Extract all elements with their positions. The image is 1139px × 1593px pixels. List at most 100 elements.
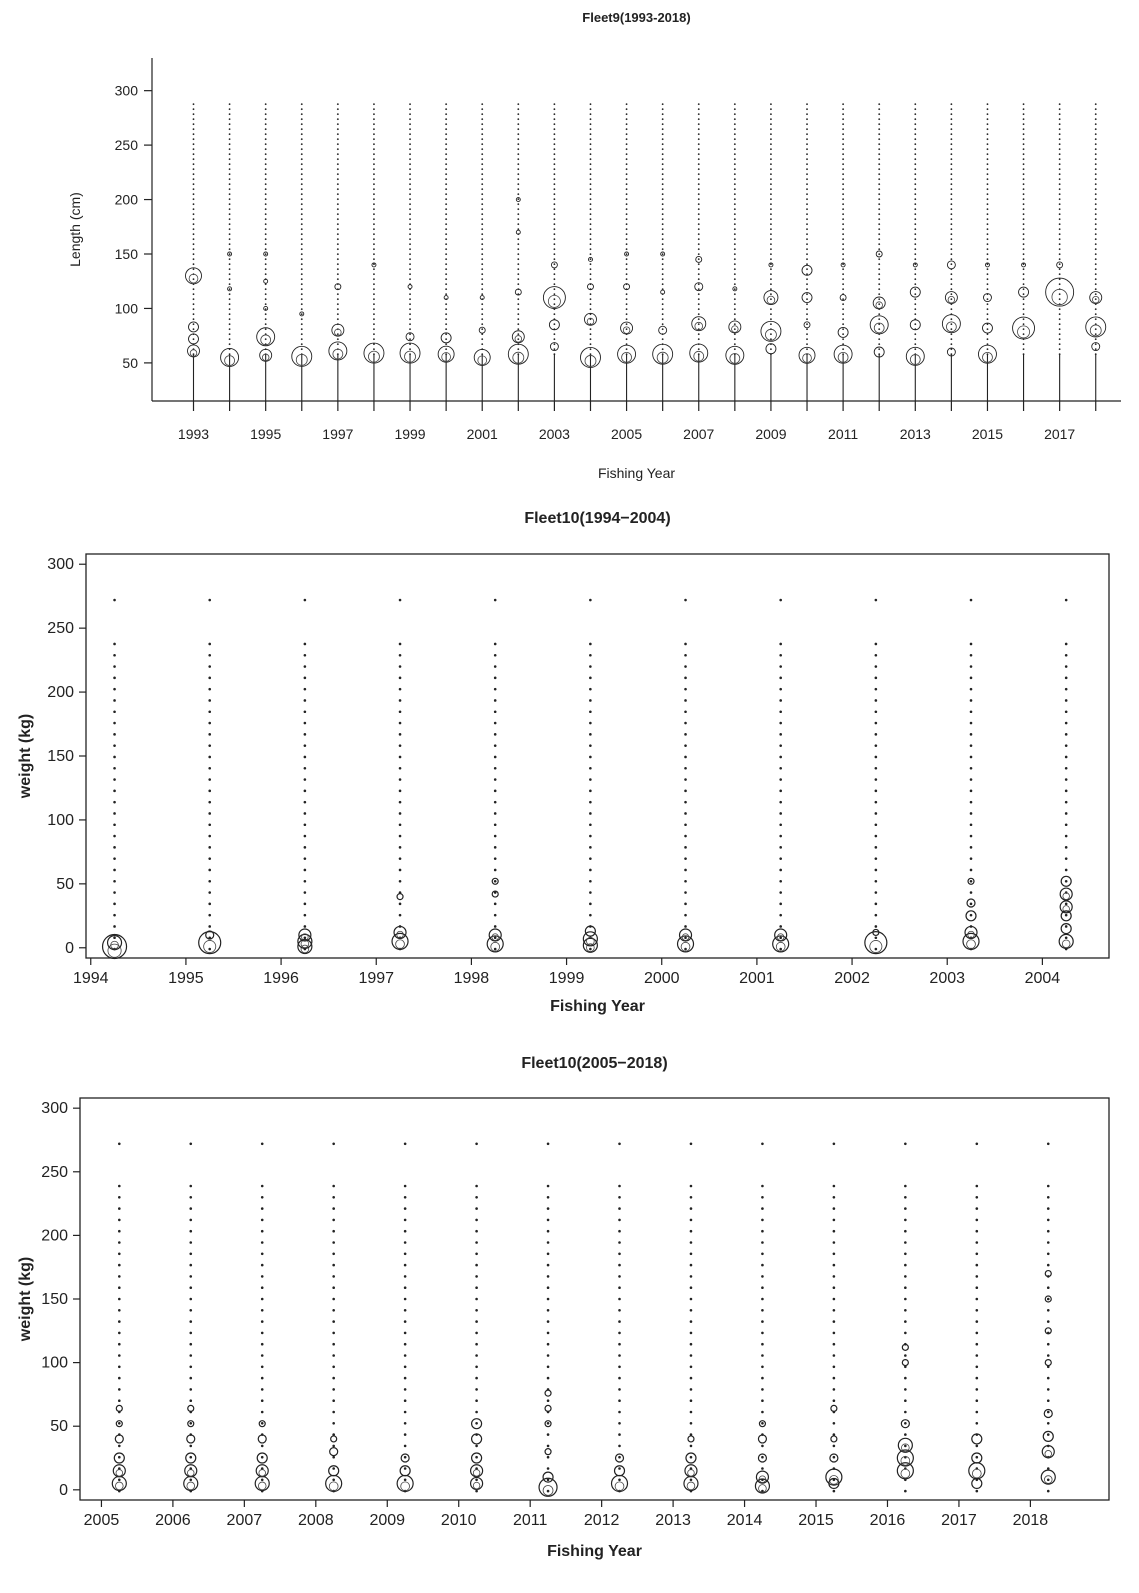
bubble-point	[975, 1297, 979, 1301]
y-tick-label: 300	[47, 556, 74, 573]
bubble-point	[625, 278, 628, 281]
bubble-point	[618, 1184, 621, 1188]
bubble-point	[684, 699, 687, 702]
bubble-point	[697, 248, 700, 251]
bubble-point	[409, 173, 411, 176]
bubble-point	[757, 1434, 768, 1444]
bubble-point	[1022, 208, 1025, 211]
bubble-point	[409, 138, 411, 141]
bubble-point	[625, 123, 628, 126]
bubble-point	[192, 338, 195, 341]
bubble-point	[113, 834, 116, 838]
bubble-point	[733, 123, 736, 126]
bubble-point	[1091, 342, 1101, 352]
bubble-point	[625, 268, 628, 271]
bubble-point	[115, 1404, 123, 1413]
bubble-point	[733, 248, 736, 251]
bubble-point	[553, 123, 556, 126]
bubble-point	[874, 789, 878, 793]
bubble-point	[806, 223, 808, 226]
bubble-point	[878, 318, 881, 321]
bubble-point	[264, 323, 267, 326]
bubble-point	[481, 253, 484, 256]
bubble-point	[761, 1297, 764, 1301]
bubble-point	[684, 721, 687, 725]
bubble-point	[553, 343, 556, 346]
bubble-point	[336, 163, 339, 166]
bubble-point	[914, 193, 917, 196]
bubble-point	[409, 263, 411, 266]
bubble-point	[625, 173, 628, 176]
bubble-point	[373, 163, 375, 166]
bubble-point	[982, 351, 993, 363]
bubble-point	[445, 123, 448, 126]
y-tick-label: 150	[41, 1291, 68, 1308]
bubble-point	[975, 1365, 979, 1369]
bubble-point	[546, 1184, 550, 1188]
bubble-point	[733, 153, 736, 156]
y-tick-label: 200	[115, 192, 139, 208]
bubble-point	[445, 183, 448, 186]
bubble-point	[260, 1342, 264, 1346]
bubble-point	[106, 935, 123, 951]
bubble-point	[228, 138, 231, 141]
x-tick-label: 2009	[755, 426, 786, 442]
bubble-point	[971, 1433, 983, 1445]
x-tick-label: 2008	[298, 1512, 334, 1529]
bubble-point	[475, 1331, 478, 1335]
bubble-point	[761, 1421, 764, 1425]
bubble-point	[264, 118, 267, 121]
bubble-point	[373, 343, 375, 346]
bubble-point	[332, 348, 344, 360]
bubble-point	[975, 1388, 979, 1391]
bubble-point	[192, 228, 195, 231]
bubble-point	[950, 138, 953, 141]
bubble-point	[684, 834, 687, 838]
bubble-point	[409, 163, 411, 166]
bubble-point	[1022, 343, 1025, 346]
bubble-point	[1022, 173, 1025, 176]
bubble-point	[985, 262, 990, 268]
bubble-point	[761, 1142, 764, 1146]
bubble-point	[589, 733, 592, 736]
bubble-point	[553, 333, 556, 336]
bubble-point	[553, 213, 556, 216]
bubble-point	[481, 158, 484, 161]
bubble-point	[618, 1241, 621, 1244]
bubble-point	[332, 1229, 335, 1233]
bubble-point	[1058, 353, 1061, 356]
bubble-point	[332, 1478, 335, 1482]
bubble-point	[986, 288, 989, 291]
bubble-point	[300, 118, 303, 121]
bubble-point	[900, 1419, 910, 1429]
bubble-point	[625, 343, 628, 346]
bubble-point	[1022, 328, 1025, 331]
bubble-point	[373, 333, 375, 336]
bubble-point	[553, 288, 556, 291]
bubble-point	[228, 338, 231, 341]
bubble-point	[546, 1354, 550, 1357]
bubble-point	[874, 868, 878, 872]
bubble-point	[770, 123, 772, 126]
y-tick-label: 300	[115, 83, 139, 99]
bubble-point	[914, 118, 917, 121]
bubble-point	[842, 188, 845, 191]
bubble-point	[770, 333, 772, 336]
bubble-point	[806, 173, 808, 176]
bubble-point	[546, 1275, 550, 1278]
bubble-point	[553, 268, 556, 271]
bubble-point	[189, 1444, 193, 1448]
bubble-point	[301, 933, 309, 941]
bubble-point	[208, 925, 212, 928]
bubble-point	[192, 133, 195, 136]
bubble-point	[300, 113, 303, 116]
bubble-point	[118, 1207, 121, 1210]
bubble-point	[878, 188, 881, 191]
bubble-point	[761, 1444, 764, 1448]
bubble-point	[493, 902, 497, 906]
bubble-point	[779, 800, 782, 804]
bubble-point	[445, 278, 448, 281]
bubble-point	[946, 347, 956, 357]
bubble-point	[260, 1410, 264, 1414]
bubble-point	[264, 203, 267, 206]
